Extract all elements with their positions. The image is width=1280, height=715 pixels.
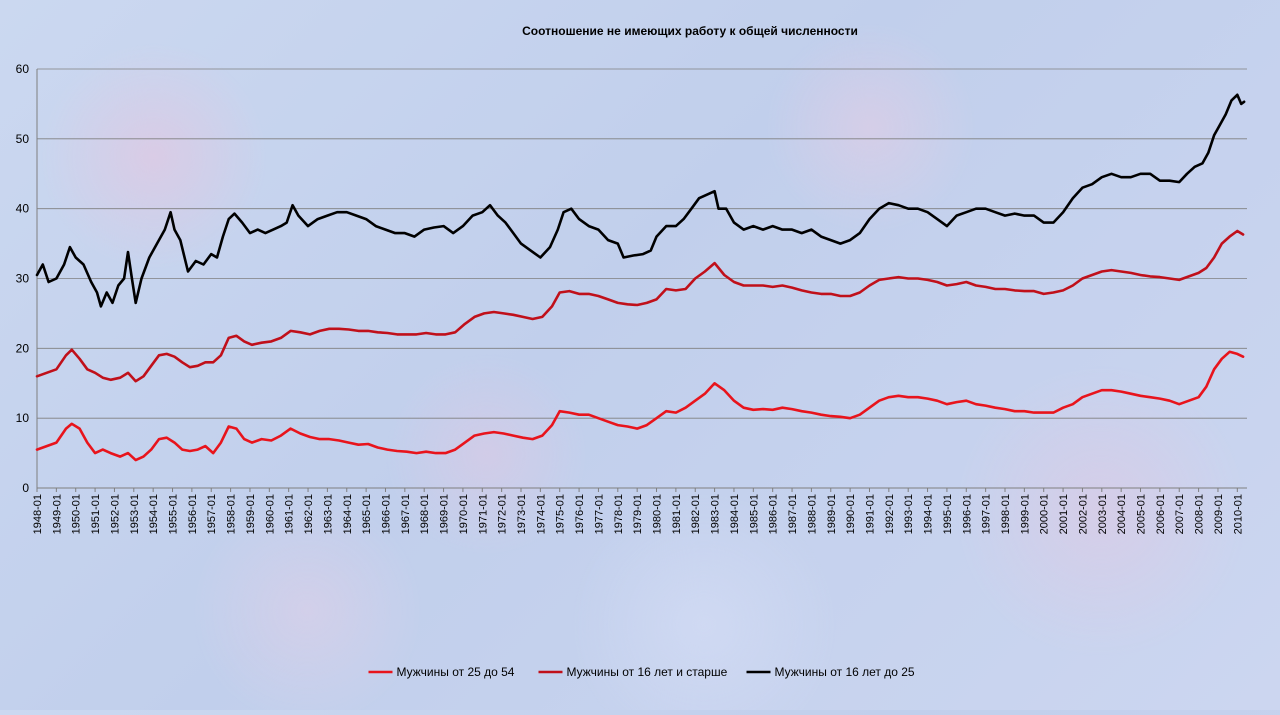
legend-label: Мужчины от 16 лет до 25 <box>775 665 915 679</box>
x-tick-label: 2002-01 <box>1077 494 1089 534</box>
x-tick-label: 1984-01 <box>729 494 741 534</box>
x-tick-label: 1990-01 <box>845 494 857 534</box>
x-tick-label: 1968-01 <box>419 494 431 534</box>
y-tick-label: 60 <box>16 62 30 76</box>
x-tick-label: 1952-01 <box>109 494 121 534</box>
series-line <box>35 93 1246 308</box>
x-tick-label: 1977-01 <box>593 494 605 534</box>
x-tick-label: 1959-01 <box>245 494 257 534</box>
x-tick-label: 1994-01 <box>923 494 935 534</box>
series-line <box>35 350 1245 462</box>
x-tick-label: 1951-01 <box>90 494 102 534</box>
axes: 0 10 20 30 40 50 60 1948-01 1949-01 1950-01 1951-0… <box>16 62 1247 534</box>
x-tick-label: 1970-01 <box>458 494 470 534</box>
x-tick-label: 1985-01 <box>748 494 760 534</box>
y-tick-label: 0 <box>22 481 29 495</box>
x-tick-label: 1973-01 <box>516 494 528 534</box>
x-tick-label: 1991-01 <box>864 494 876 534</box>
x-tick-label: 1955-01 <box>168 494 180 534</box>
x-tick-label: 2005-01 <box>1136 494 1148 534</box>
x-tick-label: 2006-01 <box>1155 494 1167 534</box>
x-tick-label: 1983-01 <box>710 494 722 534</box>
x-tick-label: 1960-01 <box>264 494 276 534</box>
x-tick-label: 1989-01 <box>826 494 838 534</box>
chart-title: Соотношение не имеющих работу к общей чи… <box>522 24 858 38</box>
legend: Мужчины от 25 до 54 Мужчины от 16 лет и с… <box>368 665 915 679</box>
y-tick-label: 20 <box>16 341 30 355</box>
x-tick-label: 2007-01 <box>1174 494 1186 534</box>
x-tick-label: 1969-01 <box>439 494 451 534</box>
x-tick-label: 1972-01 <box>497 494 509 534</box>
x-tick-label: 1962-01 <box>303 494 315 534</box>
y-tick-label: 40 <box>16 202 30 216</box>
x-tick-label: 1954-01 <box>148 494 160 534</box>
x-tick-label: 1992-01 <box>884 494 896 534</box>
x-tick-label: 1999-01 <box>1019 494 1031 534</box>
x-tick-label: 1979-01 <box>632 494 644 534</box>
x-tick-label: 2010-01 <box>1232 494 1244 534</box>
x-tick-label: 1988-01 <box>806 494 818 534</box>
x-tick-label: 1998-01 <box>1000 494 1012 534</box>
gridlines <box>37 68 1247 419</box>
y-tick-label: 30 <box>16 272 30 286</box>
x-tick-label: 1995-01 <box>942 494 954 534</box>
x-tick-label: 1953-01 <box>129 494 141 534</box>
x-tick-label: 1982-01 <box>690 494 702 534</box>
x-tick-label: 2009-01 <box>1213 494 1225 534</box>
x-tick-label: 1964-01 <box>342 494 354 534</box>
x-tick-label: 1997-01 <box>981 494 993 534</box>
x-tick-label: 1950-01 <box>71 494 83 534</box>
x-tick-label: 2000-01 <box>1039 494 1051 534</box>
x-tick-label: 1996-01 <box>961 494 973 534</box>
x-tick-label: 1961-01 <box>284 494 296 534</box>
x-tick-label: 1966-01 <box>380 494 392 534</box>
series-lines <box>35 93 1246 462</box>
x-tick-label: 1987-01 <box>787 494 799 534</box>
x-tick-label: 1980-01 <box>652 494 664 534</box>
x-tick-label: 1971-01 <box>477 494 489 534</box>
x-tick-label: 1976-01 <box>574 494 586 534</box>
x-tick-label: 1949-01 <box>51 494 63 534</box>
x-tick-label: 2004-01 <box>1116 494 1128 534</box>
x-tick-label: 2001-01 <box>1058 494 1070 534</box>
x-tick-label: 1956-01 <box>187 494 199 534</box>
series-line <box>35 229 1245 383</box>
x-tick-label: 2008-01 <box>1194 494 1206 534</box>
x-tick-label: 1948-01 <box>32 494 44 534</box>
legend-label: Мужчины от 16 лет и старше <box>567 665 728 679</box>
x-tick-label: 1978-01 <box>613 494 625 534</box>
x-tick-label: 1957-01 <box>206 494 218 534</box>
x-tick-label: 1975-01 <box>555 494 567 534</box>
x-tick-label: 1974-01 <box>535 494 547 534</box>
y-tick-label: 10 <box>16 411 30 425</box>
x-tick-label: 1967-01 <box>400 494 412 534</box>
x-tick-label: 1965-01 <box>361 494 373 534</box>
x-tick-label: 1963-01 <box>322 494 334 534</box>
x-tick-label: 1986-01 <box>768 494 780 534</box>
legend-label: Мужчины от 25 до 54 <box>397 665 515 679</box>
x-tick-label: 2003-01 <box>1097 494 1109 534</box>
x-tick-label: 1958-01 <box>226 494 238 534</box>
x-tick-label: 1993-01 <box>903 494 915 534</box>
x-tick-label: 1981-01 <box>671 494 683 534</box>
y-tick-label: 50 <box>16 132 30 146</box>
